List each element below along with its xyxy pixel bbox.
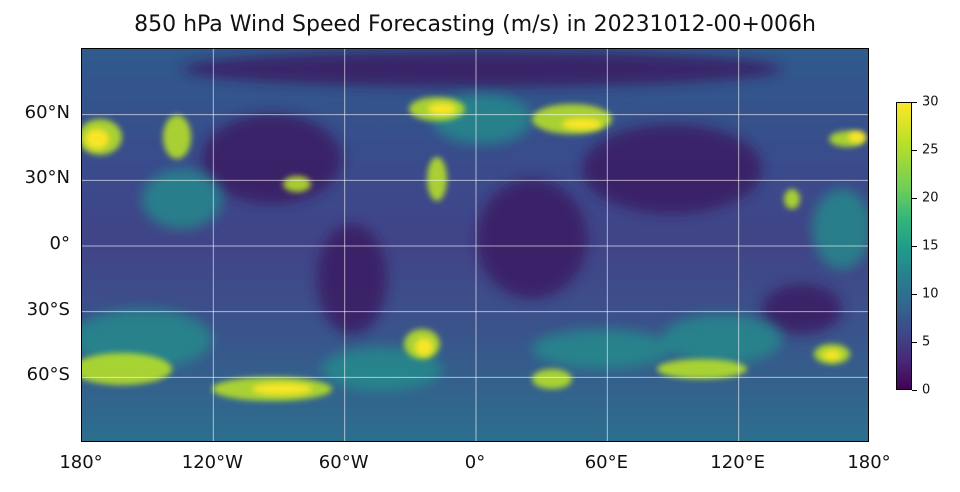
longitude-tick-label: 180° (59, 452, 103, 473)
latitude-tick-label: 60°S (26, 364, 70, 386)
africa-calm (477, 179, 587, 299)
colorbar-tick-label: 0 (922, 382, 931, 398)
colorbar-tick-label: 20 (922, 190, 939, 206)
latitude-tick-label: 30°S (26, 298, 70, 320)
longitude-tick-label: 180° (847, 452, 891, 473)
colorbar-tick-mark (912, 390, 917, 391)
wind-speed-map (81, 48, 869, 442)
asia-calm (582, 124, 762, 214)
colorbar-tick-label: 10 (922, 286, 939, 302)
colorbar-tick-mark (912, 294, 917, 295)
longitude-tick-label: 120°W (181, 452, 243, 473)
colorbar (896, 102, 912, 390)
colorbar-tick-label: 5 (922, 334, 931, 350)
map-title: 850 hPa Wind Speed Forecasting (m/s) in … (134, 12, 816, 37)
colorbar-tick-mark (912, 150, 917, 151)
latitude-tick-label: 30°N (24, 167, 70, 189)
colorbar-tick-label: 15 (922, 238, 939, 254)
colorbar-tick-mark (912, 342, 917, 343)
longitude-tick-label: 120°E (710, 452, 766, 473)
longitude-tick-label: 60°E (584, 452, 628, 473)
colorbar-tick-mark (912, 102, 917, 103)
south-america-calm (317, 224, 387, 334)
colorbar-tick-mark (912, 198, 917, 199)
longitude-tick-label: 60°W (318, 452, 369, 473)
australia-calm (762, 284, 842, 334)
latitude-tick-label: 60°N (24, 101, 70, 123)
colorbar-tick-mark (912, 246, 917, 247)
colorbar-tick-label: 30 (922, 94, 939, 110)
arctic-calm (182, 51, 782, 87)
wind-field (82, 49, 868, 441)
latitude-tick-label: 0° (49, 233, 70, 254)
north-america-calm (202, 114, 342, 204)
longitude-tick-label: 0° (464, 452, 486, 473)
gridlines (82, 49, 868, 441)
colorbar-tick-label: 25 (922, 142, 939, 158)
